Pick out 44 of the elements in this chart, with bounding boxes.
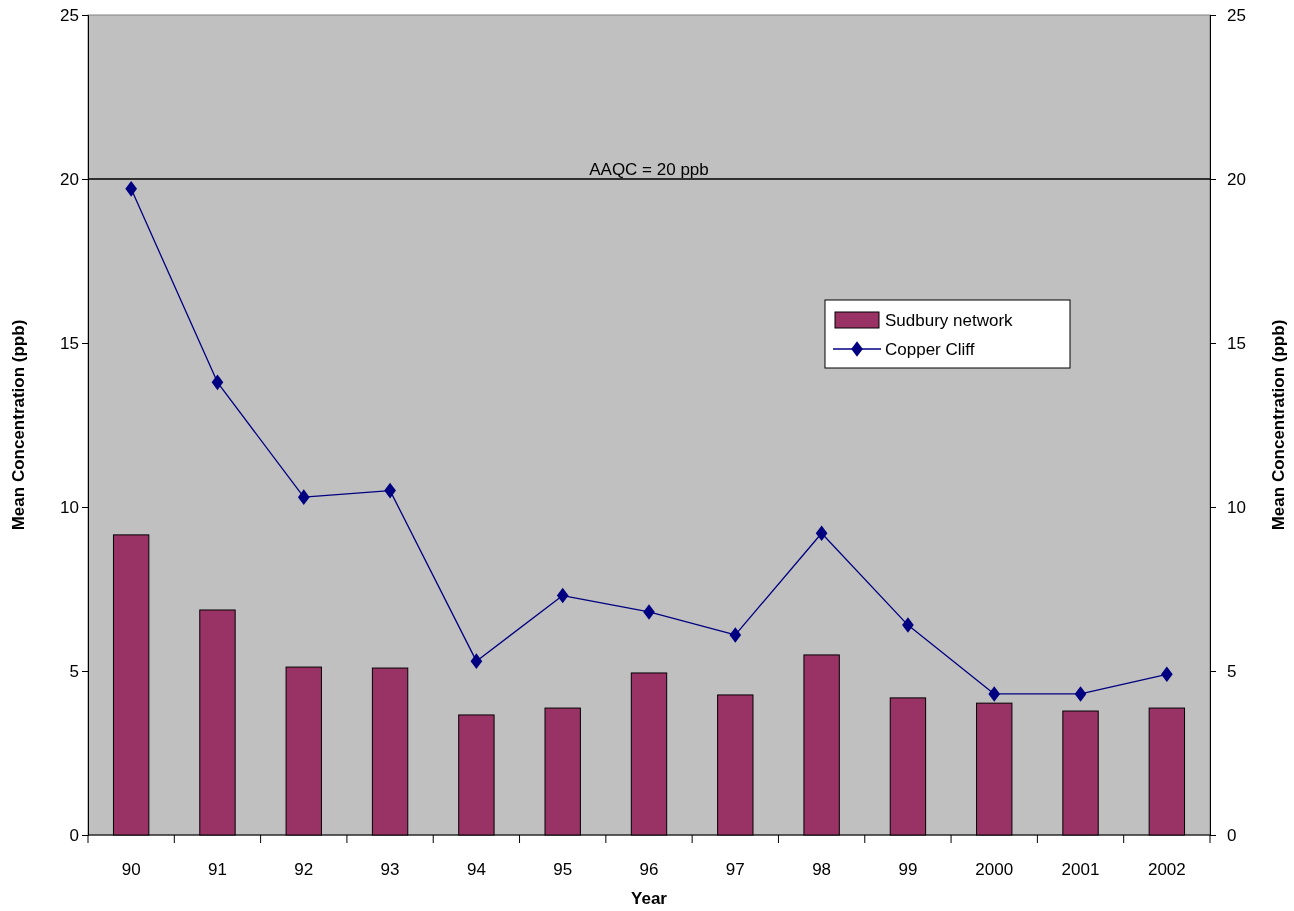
point [125,181,137,197]
point [211,374,224,391]
x-tick-label: 2001 [1061,860,1100,879]
y2-axis-title: Mean Concentration (ppb) [1269,319,1288,531]
x-tick-label: 95 [553,860,573,879]
point [815,525,828,542]
x-tick-label: 98 [812,860,832,879]
ref-line-label: AAQC = 20 ppb [589,160,709,179]
point [556,587,569,604]
x-tick-label: 97 [725,860,745,879]
y2-tick-label: 15 [1227,333,1246,353]
y-tick-label: 15 [60,333,79,353]
x-tick-label: 92 [294,860,314,879]
point [643,604,655,620]
x-tick-label: 96 [639,860,659,879]
point [384,482,396,499]
y2-tick-label: 5 [1227,661,1237,681]
legend-label: Copper Cliff [885,340,975,359]
y-axis-title: Mean Concentration (ppb) [9,319,28,531]
y2-tick-label: 20 [1227,169,1246,189]
y2-tick-label: 10 [1227,497,1246,517]
point [902,617,914,633]
y-tick-label: 25 [60,5,79,25]
point [729,627,742,643]
x-tick-label: 2002 [1147,860,1186,879]
x-axis-title: Year [631,889,668,908]
x-tick-label: 93 [380,860,400,879]
x-tick-label: 90 [121,860,141,879]
point [1161,666,1173,683]
point [297,489,310,505]
y-tick-label: 5 [69,661,79,681]
point [988,686,1001,702]
y-tick-label: 0 [69,825,79,845]
y-tick-label: 20 [60,169,79,189]
x-tick-label: 94 [466,860,486,879]
x-tick-label: 99 [898,860,918,879]
x-tick-label: 91 [208,860,227,879]
x-tick-label: 2000 [975,860,1014,879]
legend-label: Sudbury network [885,311,1014,330]
point [470,653,483,669]
point [1074,686,1087,702]
y2-tick-label: 25 [1227,5,1246,25]
y2-tick-label: 0 [1227,825,1237,845]
y-tick-label: 10 [60,497,79,517]
